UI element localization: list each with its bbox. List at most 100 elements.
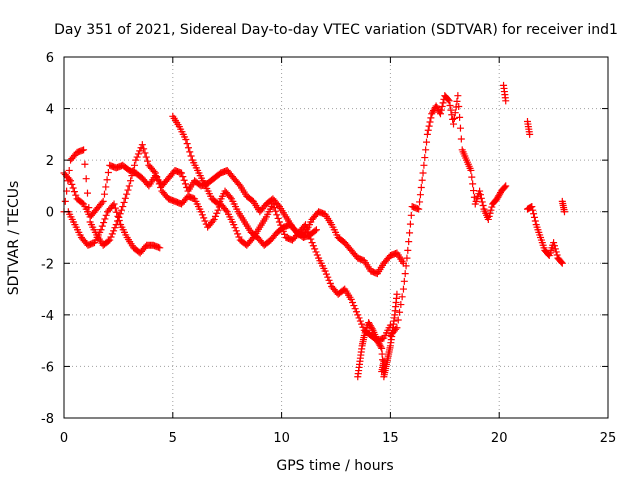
- series-3-point-14: [454, 92, 462, 100]
- series-3-fill-13-4: [453, 97, 461, 105]
- series-3-fill-11-4: [444, 96, 452, 104]
- series-3-fill-14-4: [457, 135, 465, 143]
- series-3-fill-19-4: [479, 202, 487, 210]
- series-3-point-25: [502, 182, 510, 190]
- series-3-fill-10-2: [438, 103, 446, 111]
- series-3-fill-21-1: [485, 212, 493, 220]
- series-3-fill-1-4: [398, 293, 406, 301]
- series-1-fill-7-2: [108, 230, 116, 238]
- plot-frame: [63, 56, 609, 419]
- series-1-fill-10-4: [131, 161, 139, 169]
- series-1-fill-12-4: [144, 157, 152, 165]
- series-1-fill-23-1: [211, 212, 219, 220]
- series-3-fill-2-4: [403, 254, 411, 262]
- series-3-fill-27-1: [529, 206, 537, 214]
- series-0-fill-1-3: [70, 188, 78, 196]
- series-3-fill-7-3: [426, 118, 434, 126]
- series-1-fill-7-4: [111, 224, 119, 232]
- series-3-fill-17-3: [470, 187, 478, 195]
- series-1-fill-26-1: [231, 224, 239, 232]
- series-3-point-13: [450, 120, 458, 128]
- series-1-fill-14-4: [157, 183, 165, 191]
- series-3-fill-33-4: [557, 258, 565, 266]
- series-1-fill-10-3: [129, 166, 137, 174]
- series-3-fill-5-2: [416, 191, 424, 199]
- x-tick-label-0: 0: [60, 431, 68, 446]
- series-3-fill-6-2: [421, 154, 429, 162]
- series-3-fill-3-1: [405, 238, 413, 246]
- series-2-fill-17-2: [184, 144, 192, 152]
- series-0-fill-5-4: [98, 199, 106, 207]
- ticks-layer: 0 5 10 15 20 25 -8 -6 -4 -2 0 2 4 6: [41, 51, 616, 446]
- series-1-fill-13-4: [150, 167, 158, 175]
- x-tick-label-5: 25: [600, 431, 617, 446]
- series-1-fill-44-3: [351, 305, 359, 313]
- series-3-fill-3-3: [406, 220, 414, 228]
- y-tick-label-4: 0: [46, 206, 54, 221]
- series-1-fill-33-4: [281, 230, 289, 238]
- y-axis-label: SDTVAR / TECUs: [6, 181, 22, 296]
- series-1-point-12: [138, 141, 146, 149]
- series-1-fill-11-2: [134, 150, 142, 158]
- series-2-fill-17-1: [183, 140, 191, 148]
- series-2-fill-5-3: [101, 215, 109, 223]
- series-1-point-7: [106, 236, 114, 244]
- series-1-fill-38-4: [313, 251, 321, 259]
- series-2-fill-5-4: [102, 211, 110, 219]
- series-3-fill-32-1: [550, 242, 558, 250]
- y-tick-label-1: -6: [41, 360, 54, 375]
- y-tick-label-3: -2: [41, 257, 54, 272]
- series-1-fill-26-4: [235, 233, 243, 241]
- series-3-fill-7-4: [427, 114, 435, 122]
- series-1-point-40: [321, 267, 329, 275]
- series-2-fill-17-3: [186, 148, 194, 156]
- series-1-fill-21-1: [198, 211, 206, 219]
- series-2-fill-7-3: [114, 212, 122, 220]
- series-3-fill-17-2: [469, 180, 477, 188]
- series-2-fill-7-4: [115, 216, 123, 224]
- series-1-fill-0-3: [64, 177, 72, 185]
- series-1-fill-23-3: [214, 206, 222, 214]
- series-3-fill-5-4: [418, 176, 426, 184]
- series-3-fill-27-3: [530, 213, 538, 221]
- series-1-fill-26-3: [234, 230, 242, 238]
- series-1-fill-9-2: [121, 194, 129, 202]
- series-1-fill-9-1: [120, 198, 128, 206]
- series-3-fill-14-2: [456, 113, 464, 121]
- series-1-fill-12-1: [140, 145, 148, 153]
- series-1-fill-38-2: [311, 245, 319, 253]
- series-3-point-5: [415, 205, 423, 213]
- series-1-fill-45-1: [355, 314, 363, 322]
- y-tick-label-7: 6: [46, 51, 54, 66]
- series-1-fill-40-1: [322, 270, 330, 278]
- series-2-fill-7-2: [113, 208, 121, 216]
- series-1-fill-7-1: [107, 233, 115, 241]
- series-1-fill-14-2: [154, 176, 162, 184]
- series-3-fill-12-2: [447, 106, 455, 114]
- series-3-fill-2-1: [400, 277, 408, 285]
- chart-title: Day 351 of 2021, Sidereal Day-to-day VTE…: [54, 22, 618, 38]
- series-1-fill-22-4: [209, 217, 217, 225]
- series-1-fill-44-2: [350, 302, 358, 310]
- series-3-fill-3-2: [406, 229, 414, 237]
- series-4-point-20: [560, 208, 568, 216]
- series-1-point-44: [347, 295, 355, 303]
- series-1-fill-32-3: [273, 211, 281, 219]
- series-4-point-16: [502, 97, 510, 105]
- series-1-fill-45-2: [356, 317, 364, 325]
- y-tick-label-5: 2: [46, 154, 54, 169]
- series-1-fill-44-1: [349, 298, 357, 306]
- series-3-fill-21-2: [486, 209, 494, 217]
- series-3-fill-10-3: [439, 99, 447, 107]
- series-0-fill-1-4: [72, 191, 80, 199]
- series-0-fill-6-3: [103, 176, 111, 184]
- series-1-point-45: [354, 311, 362, 319]
- series-3-point-17: [467, 166, 475, 174]
- series-1-fill-44-4: [352, 308, 360, 316]
- series-1-fill-32-4: [274, 214, 282, 222]
- series-1-fill-0-4: [65, 166, 73, 174]
- series-3-fill-12-1: [446, 101, 454, 109]
- series-3-point-3: [404, 246, 412, 254]
